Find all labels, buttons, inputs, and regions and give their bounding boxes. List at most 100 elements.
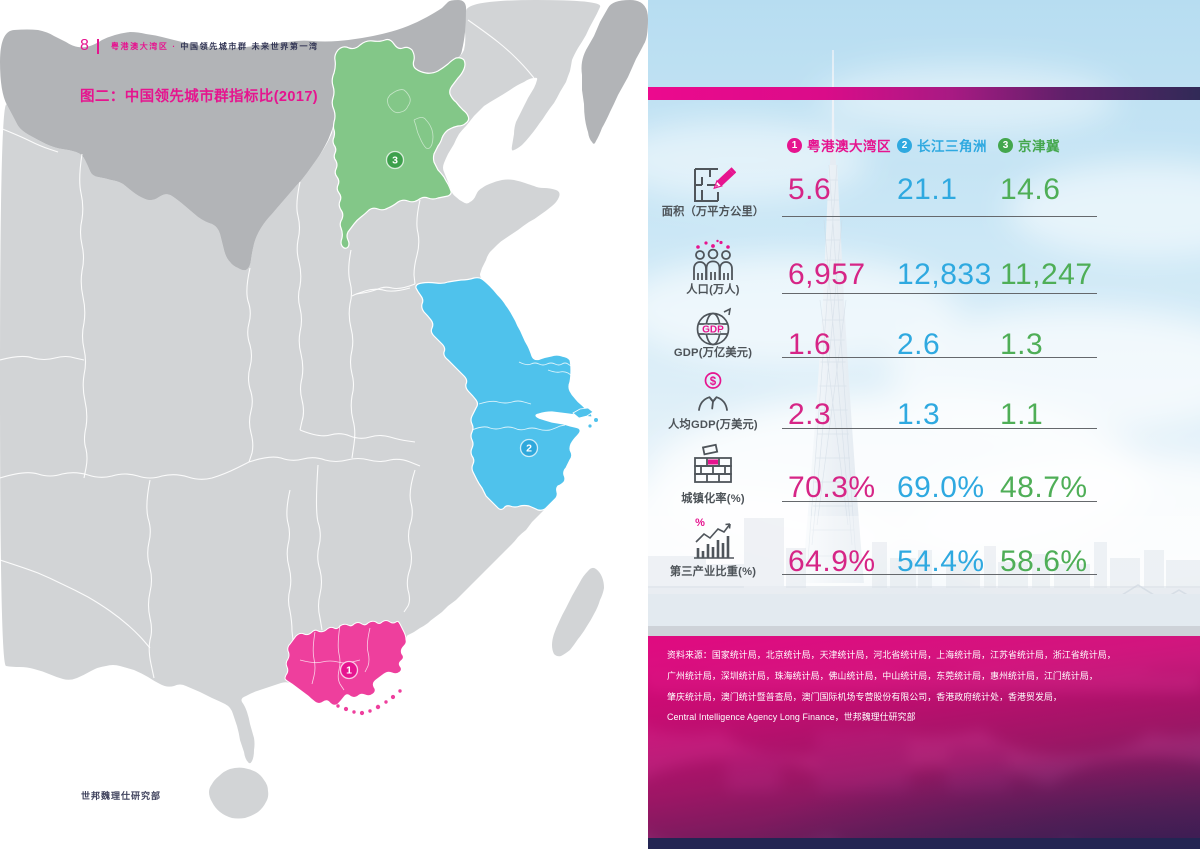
row-label: 人均GDP(万美元): [668, 419, 758, 431]
row-divider: [782, 293, 1097, 294]
map-taiwan: [552, 567, 604, 657]
row-icon-wrap: [690, 162, 737, 208]
svg-text:%: %: [695, 517, 705, 529]
value-bay-area: 5.6: [788, 173, 832, 206]
value-jingjinji: 1.1: [1000, 398, 1044, 431]
map-marker-2[interactable]: 2: [519, 438, 539, 458]
map-region-yangtze-delta[interactable]: [415, 277, 593, 511]
row-divider: [782, 501, 1097, 502]
province-border: [286, 489, 294, 641]
svg-text:$: $: [710, 376, 717, 388]
page-header: 8 粤港澳大湾区 · 中国领先城市群 未来世界第一湾: [80, 38, 319, 54]
value-jingjinji: 58.6%: [1000, 545, 1088, 578]
province-border: [248, 456, 421, 467]
footer-credit: 世邦魏理仕研究部: [81, 791, 162, 801]
city-border: [518, 361, 572, 367]
row-label: 人口(万人): [686, 284, 740, 296]
city-border: [387, 89, 411, 114]
province-border: [146, 479, 155, 679]
running-header: 粤港澳大湾区 · 中国领先城市群 未来世界第一湾: [111, 41, 319, 52]
province-border: [299, 429, 416, 443]
province-border: [0, 461, 250, 480]
province-border: [467, 19, 535, 79]
source-note-line: 肇庆统计局，澳门统计暨普查局，澳门国际机场专营股份有限公司，香港政府统计处，香港…: [667, 691, 1062, 702]
legend-dot-3: 3: [998, 137, 1013, 153]
bottom-navy-bar: [648, 838, 1200, 849]
legend-label: 长江三角洲: [917, 139, 987, 154]
svg-text:GDP: GDP: [702, 325, 724, 336]
row-divider: [782, 428, 1097, 429]
gradient-bar: [648, 87, 1200, 100]
infographic-panel: 1 粤港澳大湾区 2 长江三角洲 3 京津冀 面积（万平方公里） 5.6 21.1 1…: [648, 0, 1200, 849]
source-note-line: Central Intelligence Agency Long Finance…: [667, 712, 916, 723]
map-island: [594, 418, 598, 422]
province-border: [0, 127, 59, 153]
area-plan-icon: [694, 167, 737, 202]
city-border: [364, 627, 371, 673]
value-yangtze-delta: 69.0%: [897, 471, 985, 504]
value-yangtze-delta: 2.6: [897, 328, 941, 361]
source-note: 资料来源：国家统计局，北京统计局，天津统计局，河北省统计局，上海统计局，江苏省统…: [667, 645, 1197, 728]
map-region-jingjinji[interactable]: [331, 38, 470, 249]
legend-label: 京津冀: [1018, 139, 1060, 154]
header-divider: [96, 38, 99, 54]
legend-jingjinji: 3 京津冀: [998, 135, 1060, 155]
province-border: [315, 464, 323, 631]
map-island: [368, 709, 372, 713]
legend: 1 粤港澳大湾区 2 长江三角洲 3 京津冀: [648, 135, 1200, 155]
map-hainan: [209, 767, 269, 819]
city-border: [413, 117, 434, 149]
row-label: GDP(万亿美元): [673, 347, 753, 359]
value-bay-area: 1.6: [788, 328, 832, 361]
source-note-line: 广州统计局，深圳统计局，珠海统计局，佛山统计局，中山统计局，东莞统计局，惠州统计…: [667, 670, 1098, 681]
value-yangtze-delta: 21.1: [897, 173, 958, 206]
province-border: [403, 469, 416, 613]
svg-text:3: 3: [392, 155, 398, 167]
province-border: [355, 283, 416, 295]
gdp-globe-icon: GDP: [696, 307, 732, 346]
row-divider: [782, 574, 1097, 575]
tertiary-industry-icon: %: [694, 517, 734, 559]
legend-yangtze-delta: 2 长江三角洲: [897, 135, 987, 155]
value-bay-area: 2.3: [788, 398, 832, 431]
running-header-text: 中国领先城市群 未来世界第一湾: [180, 41, 319, 51]
province-border: [413, 199, 421, 285]
province-border: [296, 181, 305, 431]
canton-tower-icon: [802, 50, 864, 583]
value-bay-area: 6,957: [788, 258, 866, 291]
value-yangtze-delta: 12,833: [897, 258, 992, 291]
population-icon: [693, 239, 733, 280]
city-border: [337, 624, 345, 691]
running-header-highlight: 粤港澳大湾区 ·: [110, 41, 177, 51]
map-marker-1[interactable]: 1: [339, 660, 359, 680]
gdp-per-capita-icon: $: [698, 372, 728, 411]
map-marker-3[interactable]: 3: [385, 150, 405, 170]
map-island: [343, 706, 349, 712]
svg-text:2: 2: [526, 443, 532, 455]
city-border: [478, 400, 532, 405]
province-border: [79, 153, 88, 479]
row-icon-wrap: [690, 442, 736, 488]
map-island: [336, 704, 340, 708]
map-zhoushan-islands: [572, 407, 594, 419]
row-label: 面积（万平方公里）: [661, 206, 765, 218]
svg-text:1: 1: [346, 665, 352, 677]
legend-bay-area: 1 粤港澳大湾区: [787, 135, 891, 155]
value-jingjinji: 48.7%: [1000, 471, 1088, 504]
city-border: [311, 631, 316, 685]
province-border: [246, 267, 254, 463]
value-jingjinji: 14.6: [1000, 173, 1061, 206]
row-divider: [782, 357, 1097, 358]
map-mongolia: [0, 0, 467, 271]
legend-dot-1: 1: [787, 137, 802, 153]
map-island: [352, 710, 356, 714]
row-divider: [782, 216, 1097, 217]
province-border: [0, 559, 151, 649]
legend-dot-2: 2: [897, 137, 912, 153]
province-border: [0, 355, 85, 361]
value-yangtze-delta: 54.4%: [897, 545, 985, 578]
value-bay-area: 64.9%: [788, 545, 876, 578]
map-korea: [581, 0, 648, 144]
map-island: [375, 704, 381, 710]
